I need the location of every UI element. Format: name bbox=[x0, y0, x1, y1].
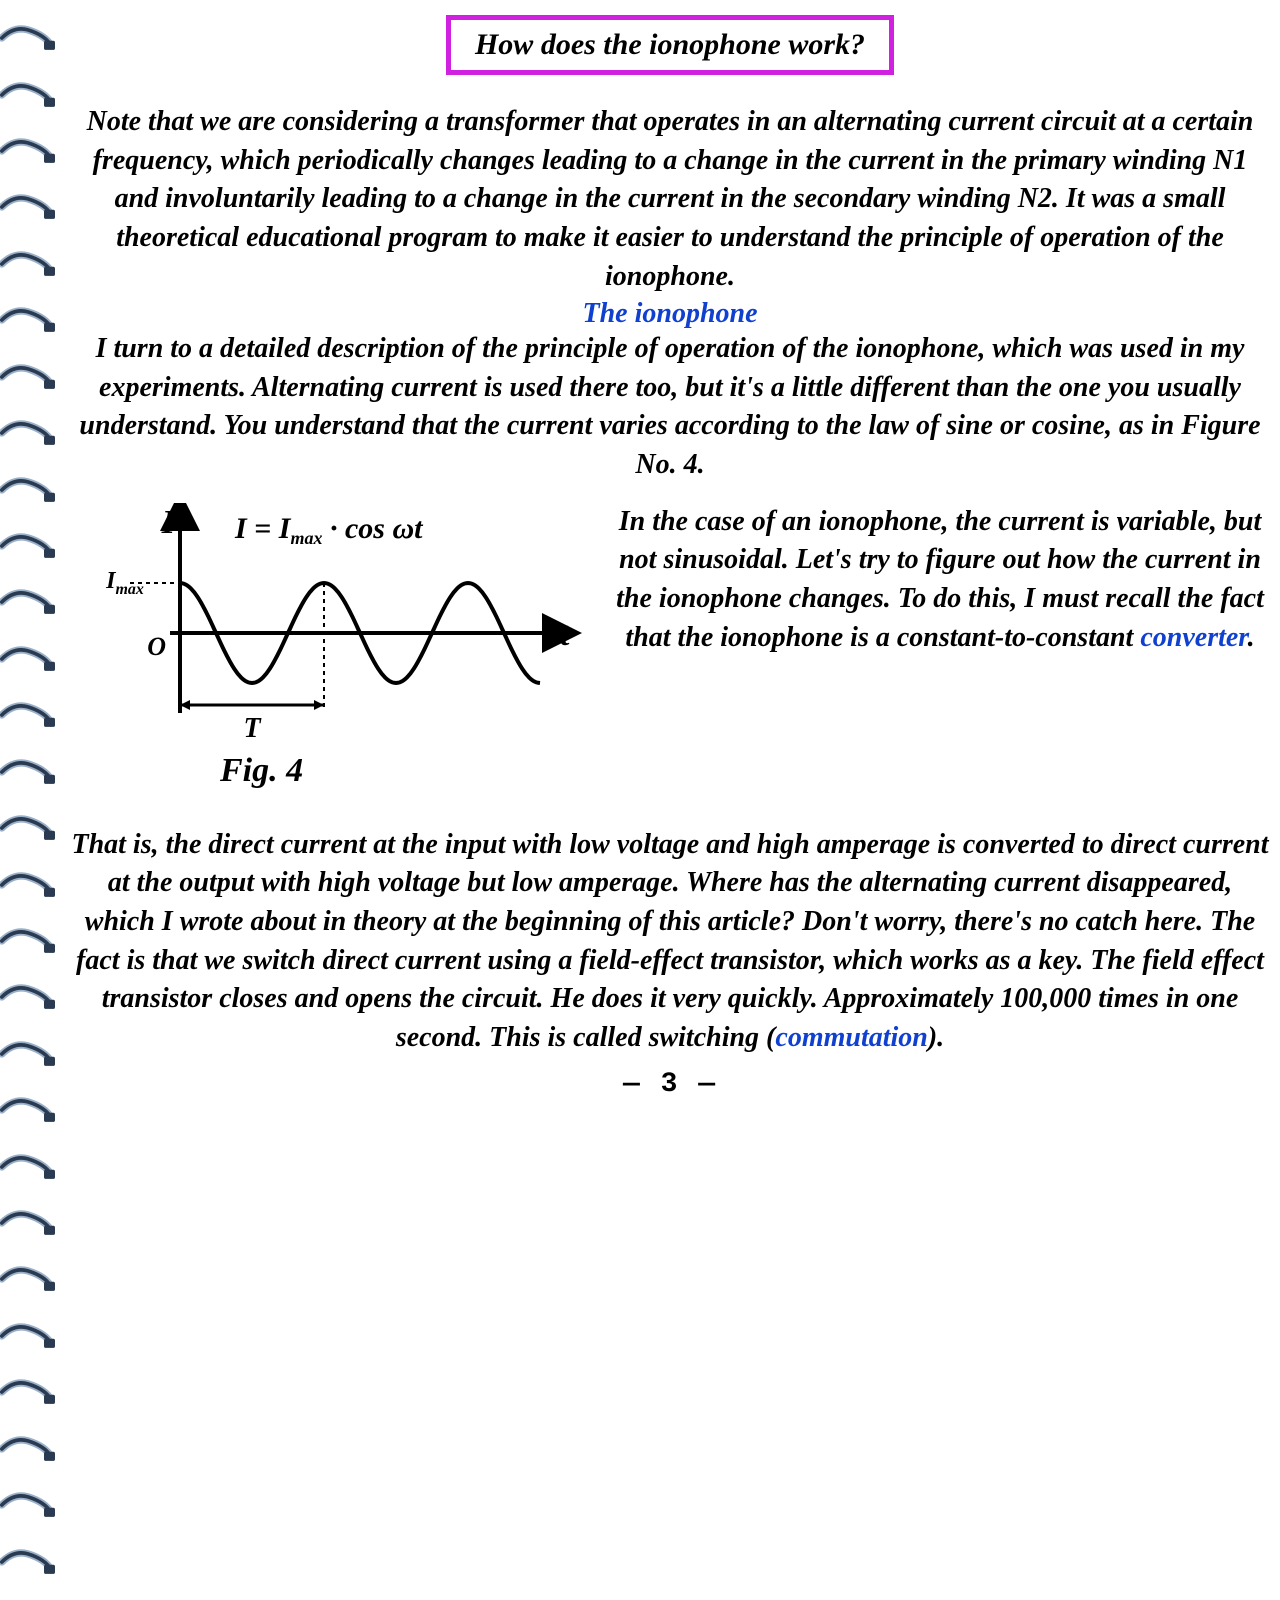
spiral-ring bbox=[0, 588, 55, 616]
paragraph-4a: That is, the direct current at the input… bbox=[71, 829, 1268, 1053]
paragraph-2: I turn to a detailed description of the … bbox=[70, 330, 1270, 485]
spiral-ring bbox=[0, 1435, 55, 1463]
figure-4: I Imax Ot T I = Imax · cos ωt Fig. 4 bbox=[70, 503, 590, 808]
spiral-ring bbox=[0, 419, 55, 447]
svg-text:Fig. 4: Fig. 4 bbox=[219, 752, 303, 789]
link-commutation[interactable]: commutation bbox=[775, 1022, 927, 1053]
spiral-ring bbox=[0, 250, 55, 278]
spiral-ring bbox=[0, 758, 55, 786]
spiral-ring bbox=[0, 476, 55, 504]
paragraph-4b: ). bbox=[928, 1022, 944, 1053]
svg-text:t: t bbox=[560, 616, 571, 653]
svg-text:I = Imax · cos ωt: I = Imax · cos ωt bbox=[234, 512, 424, 548]
spiral-ring bbox=[0, 137, 55, 165]
spiral-ring bbox=[0, 1096, 55, 1124]
spiral-ring bbox=[0, 1491, 55, 1519]
spiral-ring bbox=[0, 1153, 55, 1181]
spiral-ring bbox=[0, 81, 55, 109]
spiral-ring bbox=[0, 306, 55, 334]
spiral-ring bbox=[0, 814, 55, 842]
link-converter[interactable]: converter bbox=[1140, 622, 1247, 653]
title-box: How does the ionophone work? bbox=[446, 15, 894, 75]
svg-text:O: O bbox=[147, 632, 166, 661]
spiral-ring bbox=[0, 645, 55, 673]
spiral-ring bbox=[0, 1378, 55, 1406]
spiral-ring bbox=[0, 1209, 55, 1237]
spiral-ring bbox=[0, 363, 55, 391]
spiral-ring bbox=[0, 1265, 55, 1293]
spiral-ring bbox=[0, 24, 55, 52]
paragraph-4: That is, the direct current at the input… bbox=[70, 826, 1270, 1058]
spiral-ring bbox=[0, 871, 55, 899]
paragraph-3: In the case of an ionophone, the current… bbox=[610, 503, 1270, 658]
spiral-binding bbox=[0, 0, 60, 1600]
spiral-ring bbox=[0, 1322, 55, 1350]
svg-text:T: T bbox=[243, 713, 262, 744]
spiral-ring bbox=[0, 927, 55, 955]
page-number: — 3 — bbox=[70, 1069, 1270, 1100]
spiral-ring bbox=[0, 983, 55, 1011]
paragraph-3b: . bbox=[1248, 622, 1255, 653]
page-content: How does the ionophone work? Note that w… bbox=[70, 15, 1270, 1100]
subheading: The ionophone bbox=[70, 298, 1270, 330]
spiral-ring bbox=[0, 193, 55, 221]
page-title: How does the ionophone work? bbox=[475, 28, 865, 61]
figure-row: I Imax Ot T I = Imax · cos ωt Fig. 4 In the c… bbox=[70, 503, 1270, 808]
spiral-ring bbox=[0, 1040, 55, 1068]
spiral-ring bbox=[0, 1548, 55, 1576]
svg-text:Imax: Imax bbox=[105, 568, 144, 598]
spiral-ring bbox=[0, 701, 55, 729]
spiral-ring bbox=[0, 532, 55, 560]
svg-text:I: I bbox=[161, 504, 177, 541]
paragraph-1: Note that we are considering a transform… bbox=[70, 103, 1270, 296]
